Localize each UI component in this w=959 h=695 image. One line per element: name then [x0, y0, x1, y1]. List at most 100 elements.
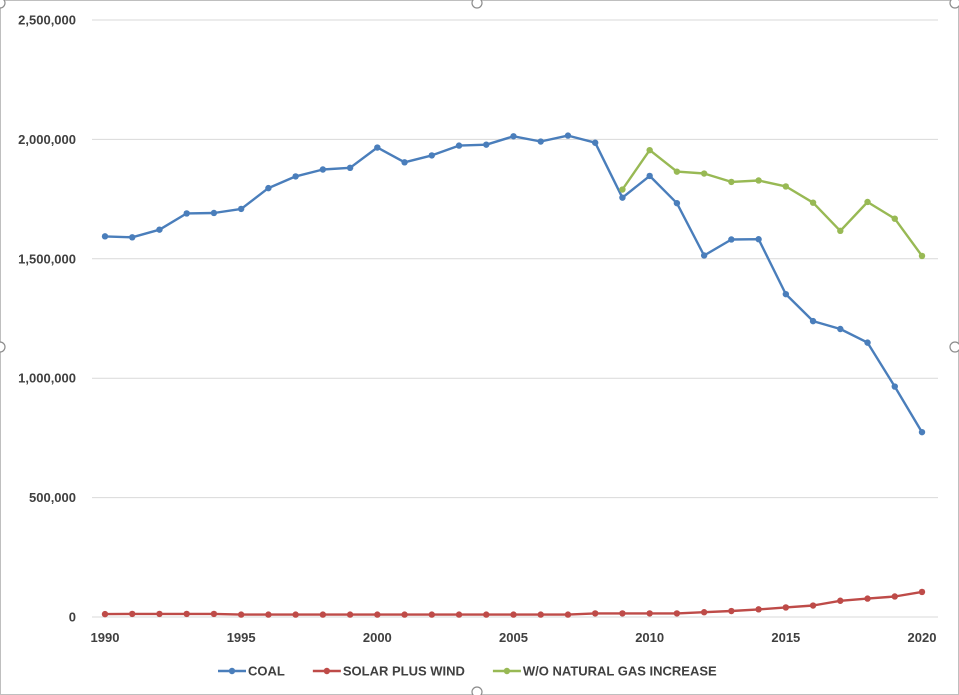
data-point-coal-2002: [428, 152, 435, 159]
data-point-solar-plus-wind-1998: [319, 611, 327, 618]
data-point-w-o-natural-gas-increase-2019: [891, 215, 898, 222]
data-point-solar-plus-wind-1992: [156, 610, 163, 618]
data-point-solar-plus-wind-2012: [700, 609, 708, 616]
data-point-coal-2016: [809, 317, 817, 325]
x-tick-label: 2020: [908, 630, 937, 645]
data-point-solar-plus-wind-1990: [101, 610, 109, 618]
data-point-coal-1991: [129, 234, 136, 241]
legend-swatch-marker: [503, 667, 511, 675]
data-point-w-o-natural-gas-increase-2018: [864, 198, 871, 206]
x-tick-label: 2015: [771, 630, 800, 645]
data-point-coal-2012: [700, 252, 708, 259]
legend-label: COAL: [248, 664, 285, 679]
data-point-coal-2005: [510, 133, 517, 140]
data-point-solar-plus-wind-2018: [864, 595, 871, 602]
data-point-w-o-natural-gas-increase-2015: [782, 183, 790, 190]
data-point-coal-2001: [401, 159, 408, 166]
series-solar-plus-wind: [101, 588, 926, 618]
resize-handle-middle-left[interactable]: [0, 341, 6, 353]
x-tick-label: 2000: [363, 630, 392, 645]
data-point-solar-plus-wind-2007: [564, 611, 572, 618]
data-point-solar-plus-wind-2003: [455, 611, 463, 618]
data-point-w-o-natural-gas-increase-2009: [619, 186, 626, 193]
data-point-solar-plus-wind-2002: [428, 611, 435, 618]
data-point-coal-2000: [374, 144, 381, 151]
data-point-solar-plus-wind-2011: [673, 610, 681, 617]
series-w-o-natural-gas-increase: [619, 146, 926, 260]
data-point-solar-plus-wind-2010: [646, 610, 653, 617]
resize-handle-top-left[interactable]: [0, 0, 6, 9]
data-point-w-o-natural-gas-increase-2016: [809, 199, 817, 206]
data-point-solar-plus-wind-2016: [809, 602, 817, 609]
data-point-coal-1994: [210, 209, 218, 217]
data-point-coal-2011: [673, 199, 681, 207]
data-point-coal-1990: [101, 233, 109, 240]
data-point-solar-plus-wind-2001: [401, 611, 408, 618]
data-point-solar-plus-wind-2008: [592, 610, 599, 617]
data-point-solar-plus-wind-1995: [237, 611, 245, 618]
data-point-solar-plus-wind-2019: [891, 593, 898, 600]
data-point-coal-2013: [728, 236, 735, 243]
data-point-coal-2006: [537, 138, 544, 145]
data-point-coal-2018: [864, 339, 871, 346]
data-point-coal-1998: [319, 166, 327, 173]
data-point-solar-plus-wind-2017: [837, 597, 844, 604]
resize-handle-top-center[interactable]: [471, 0, 483, 9]
data-point-coal-2010: [646, 172, 653, 180]
series-line-solar-plus-wind: [104, 590, 923, 616]
gridlines: [92, 19, 938, 618]
data-point-solar-plus-wind-1996: [265, 611, 272, 618]
data-point-solar-plus-wind-2015: [782, 604, 790, 611]
data-point-solar-plus-wind-2006: [537, 611, 544, 618]
resize-handle-bottom-center[interactable]: [471, 686, 483, 695]
resize-handle-middle-right[interactable]: [949, 341, 959, 353]
legend-swatch-marker: [323, 667, 331, 675]
x-tick-label: 2005: [499, 630, 528, 645]
series-line-w-o-natural-gas-increase: [621, 148, 923, 257]
y-tick-label: 0: [69, 610, 76, 625]
legend-label: W/O NATURAL GAS INCREASE: [523, 664, 717, 679]
data-point-solar-plus-wind-2013: [728, 607, 735, 615]
data-point-solar-plus-wind-2009: [619, 610, 626, 617]
x-tick-label: 2010: [635, 630, 664, 645]
data-point-coal-1995: [237, 205, 245, 213]
x-axis-tick-labels: 1990 1995 2000 2005 2010 2015 2020: [91, 630, 937, 645]
data-point-coal-1993: [183, 210, 190, 217]
data-point-w-o-natural-gas-increase-2010: [646, 146, 653, 154]
data-point-solar-plus-wind-1999: [346, 611, 354, 618]
data-point-solar-plus-wind-1993: [183, 610, 190, 618]
data-point-coal-1992: [156, 226, 163, 233]
series-coal: [101, 132, 926, 436]
data-point-coal-2020: [918, 428, 926, 436]
legend-item-w-o-natural-gas-increase: W/O NATURAL GAS INCREASE: [492, 664, 717, 679]
y-tick-label: 1,500,000: [18, 251, 76, 266]
data-point-w-o-natural-gas-increase-2013: [728, 178, 735, 186]
data-point-solar-plus-wind-2004: [483, 611, 490, 618]
data-point-coal-2015: [782, 290, 790, 298]
data-point-coal-2014: [755, 236, 762, 243]
data-point-coal-1996: [265, 184, 272, 192]
data-point-coal-2003: [455, 142, 463, 149]
data-point-w-o-natural-gas-increase-2017: [837, 227, 844, 235]
legend-item-solar-plus-wind: SOLAR PLUS WIND: [312, 664, 465, 679]
data-point-solar-plus-wind-1991: [129, 610, 136, 618]
y-axis-tick-labels: 0 500,000 1,000,000 1,500,000 2,000,000 2,500…: [18, 13, 76, 625]
data-point-coal-2019: [891, 383, 898, 390]
data-point-w-o-natural-gas-increase-2011: [673, 168, 681, 175]
data-point-solar-plus-wind-2000: [374, 611, 381, 618]
data-point-w-o-natural-gas-increase-2012: [700, 170, 708, 177]
y-tick-label: 2,500,000: [18, 13, 76, 28]
y-tick-label: 2,000,000: [18, 132, 76, 147]
data-point-coal-2004: [483, 141, 490, 148]
data-point-solar-plus-wind-1997: [292, 611, 299, 618]
resize-handle-top-right[interactable]: [949, 0, 959, 9]
data-point-coal-1997: [292, 173, 299, 180]
data-point-solar-plus-wind-2005: [510, 611, 517, 618]
data-point-solar-plus-wind-2014: [755, 606, 762, 613]
y-tick-label: 500,000: [29, 490, 76, 505]
data-point-w-o-natural-gas-increase-2014: [755, 177, 762, 184]
data-point-coal-2008: [592, 139, 599, 146]
x-tick-label: 1995: [227, 630, 256, 645]
